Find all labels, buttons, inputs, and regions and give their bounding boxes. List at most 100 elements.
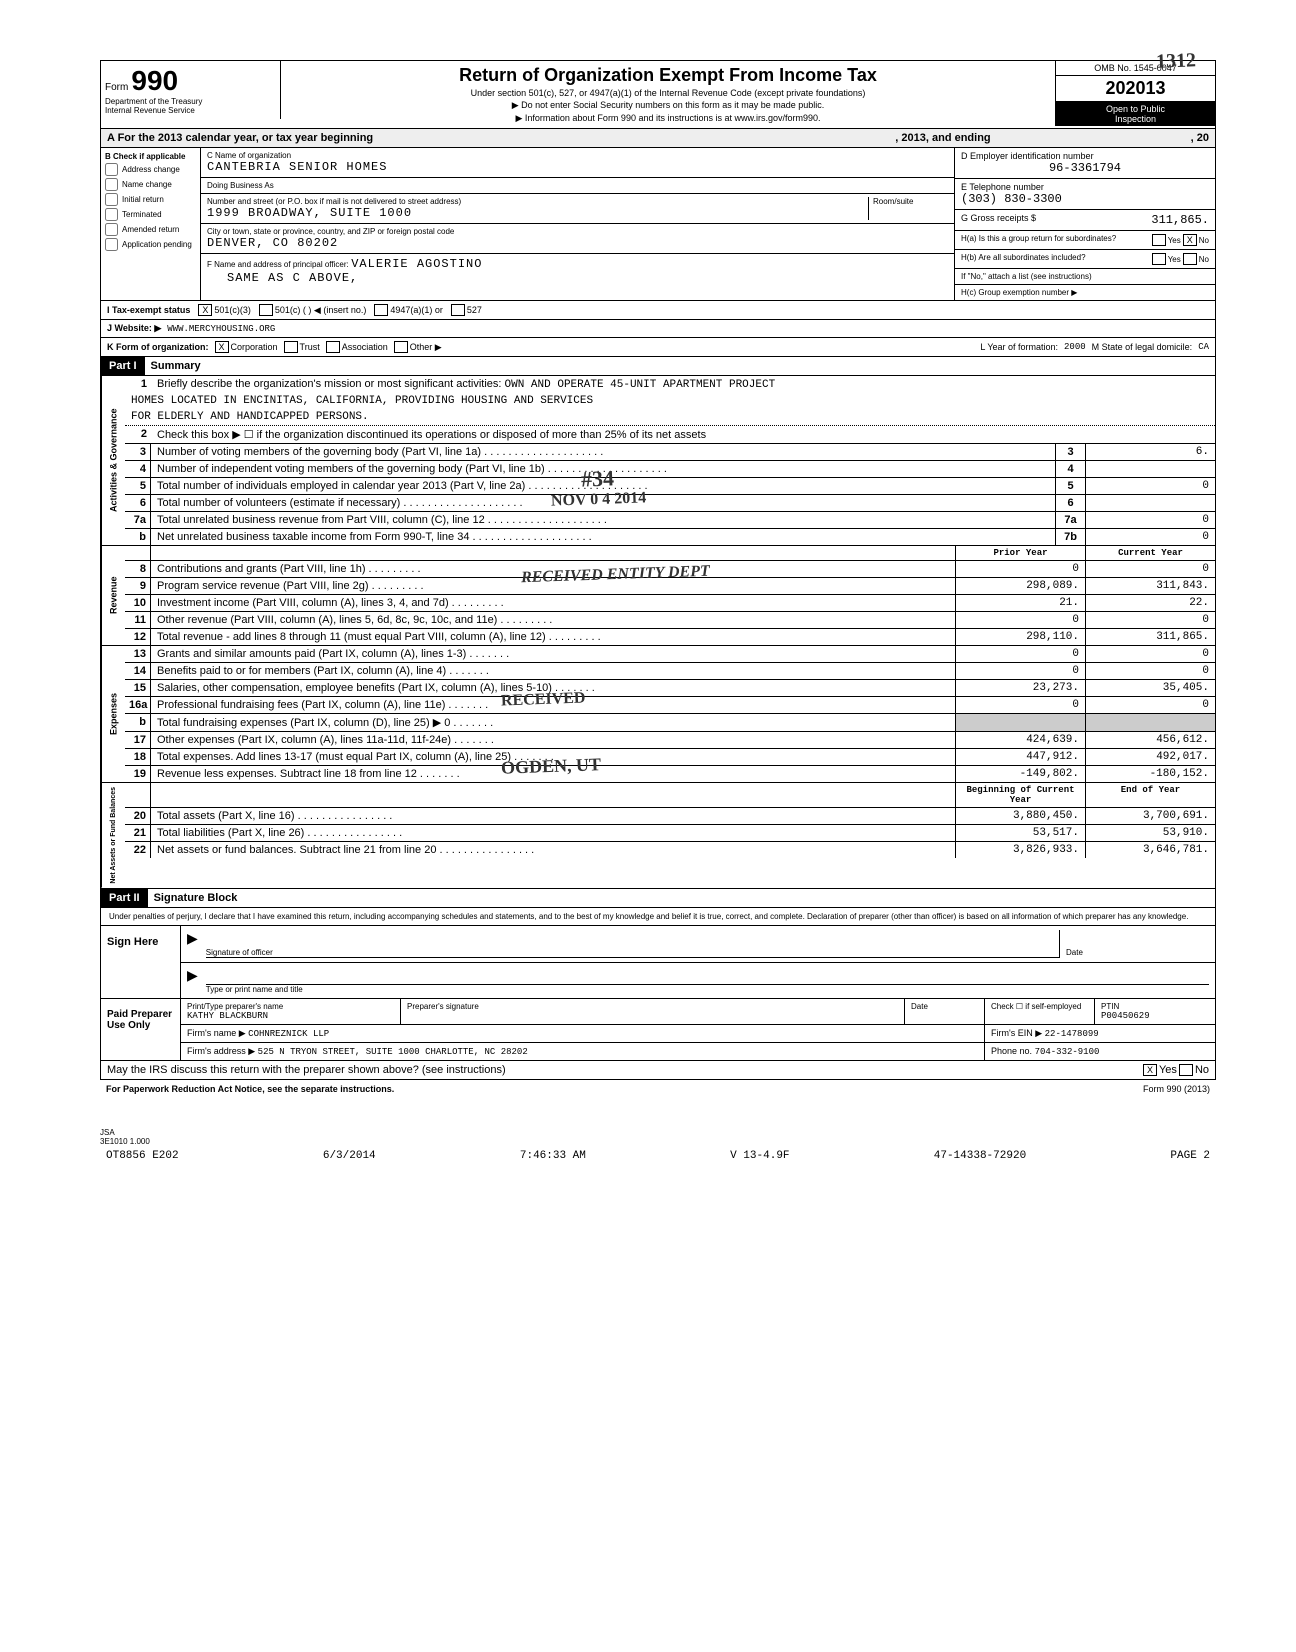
form-ref: Form 990 (2013): [1143, 1084, 1210, 1094]
officer-name: VALERIE AGOSTINO: [351, 257, 482, 271]
sum-line-4: 4Number of independent voting members of…: [125, 461, 1215, 478]
officer-addr: SAME AS C ABOVE,: [207, 271, 948, 285]
gross-label: G Gross receipts $: [961, 213, 1036, 227]
dba-cell: Doing Business As: [201, 178, 954, 194]
rev-line-10: 10Investment income (Part VIII, column (…: [125, 595, 1215, 612]
open-public: Open to Public Inspection: [1056, 102, 1215, 126]
check-address[interactable]: Address change: [105, 163, 196, 176]
form-corp[interactable]: XCorporation: [215, 341, 278, 353]
prep-date-label: Date: [911, 1002, 978, 1011]
year-formation: 2000: [1064, 342, 1086, 352]
domicile-label: M State of legal domicile:: [1092, 342, 1193, 352]
jsa-code: 3E1010 1.000: [100, 1137, 1216, 1146]
firm-phone: 704-332-9100: [1035, 1047, 1100, 1057]
mission-label: Briefly describe the organization's miss…: [157, 378, 501, 390]
part2-title: Signature Block: [148, 889, 244, 907]
subtitle-1: Under section 501(c), 527, or 4947(a)(1)…: [289, 88, 1047, 98]
part1-header-row: Part I Summary: [100, 357, 1216, 376]
org-name: CANTEBRIA SENIOR HOMES: [207, 160, 948, 174]
form-assoc[interactable]: Association: [326, 341, 388, 353]
bottom-footer: OT8856 E202 6/3/2014 7:46:33 AM V 13-4.9…: [100, 1146, 1216, 1166]
status-527[interactable]: 527: [451, 304, 482, 316]
period-end-year: , 20: [1191, 132, 1209, 144]
check-col: B Check if applicable Address change Nam…: [101, 148, 201, 300]
firm-name-label: Firm's name ▶: [187, 1028, 246, 1038]
exp-line-13: 13Grants and similar amounts paid (Part …: [125, 646, 1215, 663]
city-cell: City or town, state or province, country…: [201, 224, 954, 254]
prep-row-1: Print/Type preparer's name KATHY BLACKBU…: [181, 999, 1215, 1025]
phone-label: E Telephone number: [961, 182, 1209, 192]
h-note: If "No," attach a list (see instructions…: [955, 269, 1215, 285]
prep-row-2: Firm's name ▶ COHNREZNICK LLP Firm's EIN…: [181, 1025, 1215, 1043]
sig-block: Under penalties of perjury, I declare th…: [100, 908, 1216, 1080]
year-formation-label: L Year of formation:: [980, 342, 1058, 352]
exp-line-14: 14Benefits paid to or for members (Part …: [125, 663, 1215, 680]
firm-addr-label: Firm's address ▶: [187, 1046, 255, 1056]
jsa-label: JSA: [100, 1128, 1216, 1137]
check-terminated[interactable]: Terminated: [105, 208, 196, 221]
period-ending: , 2013, and ending: [895, 132, 990, 144]
h-a-yesno[interactable]: Yes XNo: [1152, 234, 1209, 246]
sign-here-label: Sign Here: [101, 926, 181, 998]
right-col: D Employer identification number 96-3361…: [955, 148, 1215, 300]
form-header: Form 990 Department of the Treasury Inte…: [100, 60, 1216, 129]
subtitle-3: ▶ Information about Form 990 and its ins…: [289, 113, 1047, 124]
status-501c3[interactable]: X501(c)(3): [198, 304, 251, 316]
rev-line-12: 12Total revenue - add lines 8 through 11…: [125, 629, 1215, 645]
line-2: Check this box ▶ ☐ if the organization d…: [151, 426, 1215, 443]
ein-label: D Employer identification number: [961, 151, 1209, 161]
status-501c[interactable]: 501(c) ( ) ◀ (insert no.): [259, 304, 366, 316]
check-amended[interactable]: Amended return: [105, 223, 196, 236]
sig-officer-cell[interactable]: ▶ Signature of officer Date: [181, 926, 1215, 963]
rev-line-8: 8Contributions and grants (Part VIII, li…: [125, 561, 1215, 578]
sign-here-row: Sign Here ▶ Signature of officer Date ▶ …: [101, 926, 1215, 998]
form-org-row: K Form of organization: XCorporation Tru…: [100, 338, 1216, 357]
paid-prep-label: Paid Preparer Use Only: [101, 999, 181, 1060]
mission-2: HOMES LOCATED IN ENCINITAS, CALIFORNIA, …: [125, 393, 1215, 409]
tax-year: 202013: [1056, 76, 1215, 102]
discuss-yesno[interactable]: XYes No: [1143, 1064, 1209, 1076]
period-row: A For the 2013 calendar year, or tax yea…: [100, 129, 1216, 148]
info-block: B Check if applicable Address change Nam…: [100, 148, 1216, 301]
check-initial[interactable]: Initial return: [105, 193, 196, 206]
check-name[interactable]: Name change: [105, 178, 196, 191]
prep-sig-label: Preparer's signature: [407, 1002, 898, 1011]
sig-arrow-icon: ▶: [187, 930, 198, 958]
netassets-section: Net Assets or Fund Balances Beginning of…: [100, 783, 1216, 889]
dba-label: Doing Business As: [207, 181, 948, 190]
net-line-20: 20Total assets (Part X, line 16) . . . .…: [125, 808, 1215, 825]
h-a-label: H(a) Is this a group return for subordin…: [961, 234, 1152, 246]
rev-line-9: 9Program service revenue (Part VIII, lin…: [125, 578, 1215, 595]
officer-cell: F Name and address of principal officer:…: [201, 254, 954, 288]
h-b-yesno[interactable]: Yes No: [1152, 253, 1209, 265]
col-begin: Beginning of Current Year: [955, 783, 1085, 807]
phone-value: (303) 830-3300: [961, 192, 1209, 206]
gov-body: 1 Briefly describe the organization's mi…: [125, 376, 1215, 545]
firm-phone-label: Phone no.: [991, 1046, 1032, 1056]
type-name-cell[interactable]: ▶ Type or print name and title: [181, 963, 1215, 998]
public-1: Open to Public: [1058, 104, 1213, 114]
expenses-section: Expenses 13Grants and similar amounts pa…: [100, 646, 1216, 783]
status-4947[interactable]: 4947(a)(1) or: [374, 304, 443, 316]
exp-line-17: 17Other expenses (Part IX, column (A), l…: [125, 732, 1215, 749]
footer-code: OT8856 E202: [106, 1150, 179, 1162]
city-label: City or town, state or province, country…: [207, 227, 948, 236]
form-label: Form: [105, 82, 128, 93]
public-2: Inspection: [1058, 114, 1213, 124]
name-col: C Name of organization CANTEBRIA SENIOR …: [201, 148, 955, 300]
ptin-label: PTIN: [1101, 1002, 1209, 1011]
check-application[interactable]: Application pending: [105, 238, 196, 251]
status-label: I Tax-exempt status: [107, 305, 190, 315]
form-trust[interactable]: Trust: [284, 341, 320, 353]
firm-name: COHNREZNICK LLP: [248, 1029, 329, 1039]
sig-date-label: Date: [1066, 948, 1209, 957]
org-name-label: C Name of organization: [207, 151, 948, 160]
sum-line-6: 6Total number of volunteers (estimate if…: [125, 495, 1215, 512]
ein-value: 96-3361794: [961, 161, 1209, 175]
firm-ein-label: Firm's EIN ▶: [991, 1028, 1042, 1038]
form-other[interactable]: Other ▶: [394, 341, 442, 353]
revenue-body: Prior Year Current Year 8Contributions a…: [125, 546, 1215, 645]
col-prior: Prior Year: [955, 546, 1085, 560]
gross-cell: G Gross receipts $ 311,865.: [955, 210, 1215, 231]
dept-irs: Internal Revenue Service: [105, 106, 276, 115]
